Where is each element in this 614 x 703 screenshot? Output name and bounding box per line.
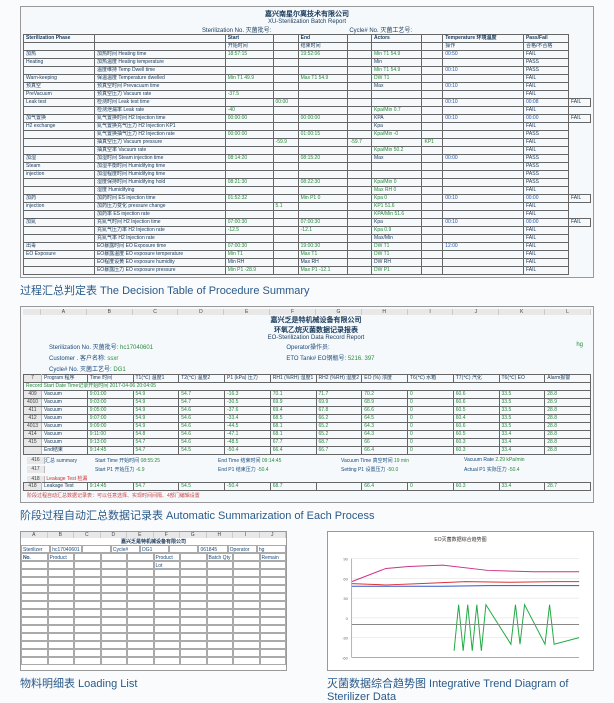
report1-sterno: Sterilization No. 灭菌批号: Cycle# No. 灭菌工艺号… — [23, 25, 591, 34]
svg-text:-30: -30 — [342, 636, 349, 641]
loading-info-row: Sterilizer No.hc17040601Cycle#DG1061845O… — [21, 545, 286, 553]
decision-table-section: 嘉兴南星尔离技术有限公司 XU-Sterilization Batch Repo… — [20, 6, 594, 298]
summary-block-2: 417 Start P1 开始压力 -6.9 End P1 结束压力 -50.4… — [23, 466, 591, 475]
report2-sub-cn: 环氧乙烷灭菌数据记录报表 — [41, 325, 591, 335]
summary-block: 416 汇总 summary Start Time 开始时间 08:55:25 … — [23, 455, 591, 466]
loading-body — [21, 561, 286, 665]
report2-title-cn: 嘉兴乏是特机械设备有限公司 — [41, 315, 591, 325]
chart-section: EO灭菌数据综合趋势图 -60 -30 0 30 60 90 灭菌数据综合趋势图 Inte… — [327, 531, 594, 703]
loading-list-section: ABCDEFGHIJ 嘉兴乏是特机械设备有限公司 Sterilizer No.h… — [20, 531, 287, 703]
bottom-row: ABCDEFGHIJ 嘉兴乏是特机械设备有限公司 Sterilizer No.h… — [20, 531, 594, 703]
caption-2: 阶段过程自动汇总数据记录表 Automatic Summarization of… — [20, 507, 594, 523]
report1-title-cn: 嘉兴南星尔离技术有限公司 — [23, 9, 591, 19]
decision-table: 嘉兴南星尔离技术有限公司 XU-Sterilization Batch Repo… — [20, 6, 594, 278]
chart-title: EO灭菌数据综合趋势图 — [332, 536, 589, 543]
info-row-3: Cycle# No. 灭菌工艺号: DG1 — [41, 363, 591, 374]
trend-chart: EO灭菌数据综合趋势图 -60 -30 0 30 60 90 — [327, 531, 594, 671]
leak-row: 418Leakage Test9:14:4554.754.5-50.468.76… — [24, 483, 591, 491]
leak-label: 418 Leakage Test 检漏 — [23, 475, 591, 482]
caption-1: 过程汇总判定表 The Decision Table of Procedure … — [20, 282, 594, 298]
info-row-2: Customer . 客户名称: ssxr ETO Tank# EO钢瓶号: 5… — [41, 352, 591, 363]
svg-text:60: 60 — [343, 576, 348, 581]
record-start-row: Record Start Date Time记录开始时间 2017-04-06 … — [24, 383, 591, 391]
record-report: ABCDEFGHIJKL 嘉兴乏是特机械设备有限公司 环氧乙烷灭菌数据记录报表 … — [20, 306, 594, 503]
svg-text:-60: -60 — [342, 655, 349, 660]
info-row-1: Sterilization No. 灭菌批号: hc17040601 Opera… — [41, 341, 591, 352]
loading-list: ABCDEFGHIJ 嘉兴乏是特机械设备有限公司 Sterilizer No.h… — [20, 531, 287, 671]
loading-caption: 物料明细表 Loading List — [20, 675, 287, 691]
svg-text:0: 0 — [346, 616, 349, 621]
record-report-section: ABCDEFGHIJKL 嘉兴乏是特机械设备有限公司 环氧乙烷灭菌数据记录报表 … — [20, 306, 594, 523]
report2-footer: 阶段过程自动汇总数据记录表：可以任意选择、实现时间间隔、4部门编辑设置 — [23, 491, 591, 500]
chart-caption: 灭菌数据综合趋势图 Integrative Trend Diagram of S… — [327, 675, 594, 703]
excel-row-numbers — [23, 315, 41, 374]
svg-text:30: 30 — [343, 596, 348, 601]
svg-text:90: 90 — [343, 557, 348, 562]
decision-table-grid: Sterilization PhaseStartEndActorsTempera… — [23, 34, 591, 275]
record-table-grid: 7Program 程序Time 时间T1(℃) 温度1T2(℃) 温度2P1 (… — [23, 374, 591, 455]
loading-headers: No.ProductProduct LotBatch QtyRemain — [21, 553, 286, 561]
chart-svg: -60 -30 0 30 60 90 — [332, 543, 589, 673]
loading-title: 嘉兴乏是特机械设备有限公司 — [21, 538, 286, 545]
